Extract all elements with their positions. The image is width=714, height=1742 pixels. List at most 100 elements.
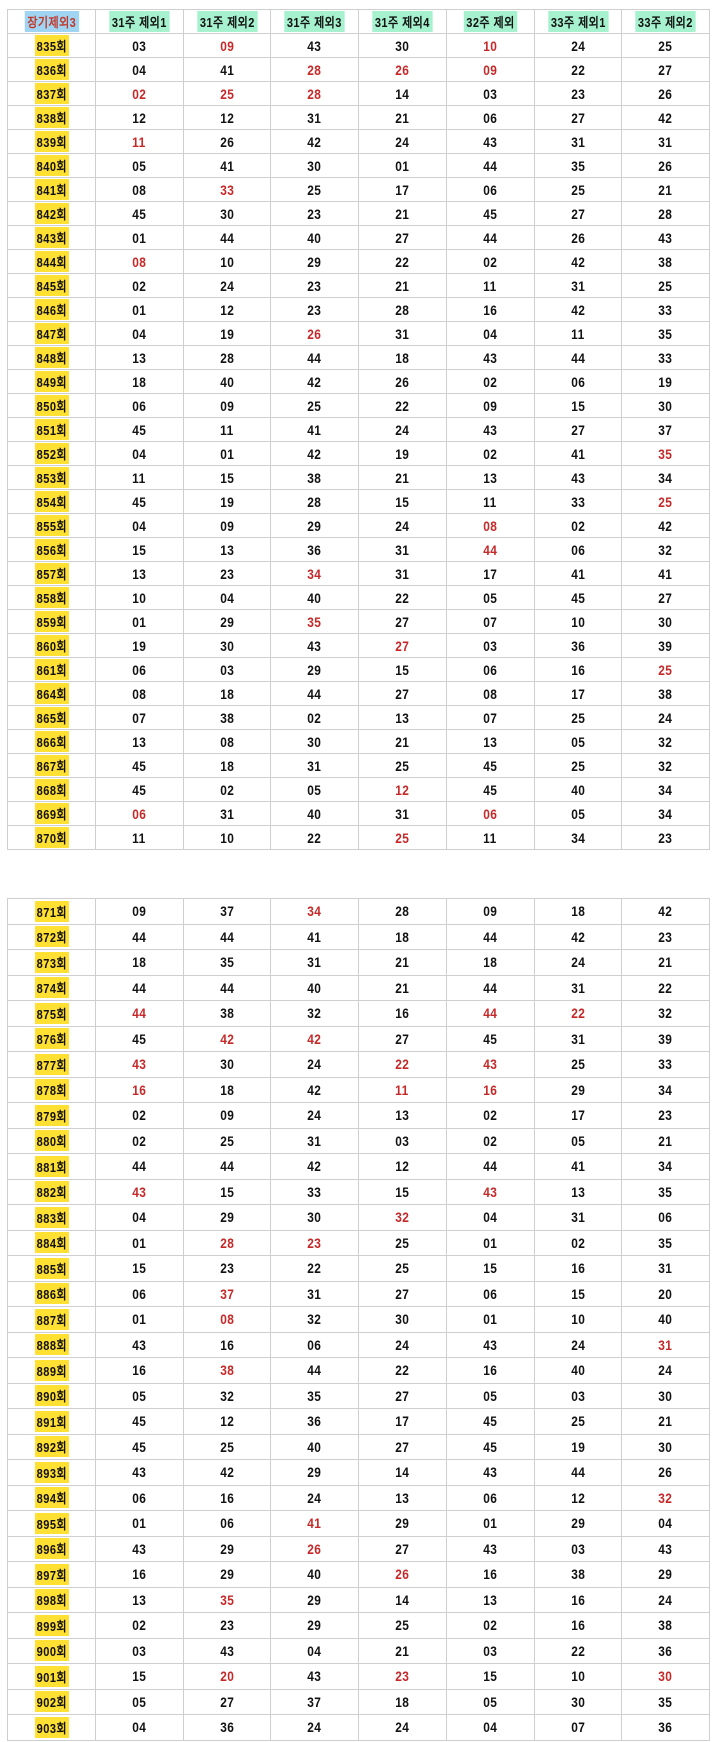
number-cell: 35: [533, 153, 623, 178]
number: 22: [658, 979, 673, 996]
number-cell: 24: [358, 417, 447, 442]
number-cell: 29: [533, 1510, 623, 1537]
header-label: 33주 제외2: [635, 11, 696, 32]
number-cell: 09: [182, 33, 272, 58]
header-label: 31주 제외1: [109, 11, 170, 32]
number: 29: [219, 613, 234, 630]
number-cell: 44: [94, 1153, 184, 1180]
number: 13: [132, 349, 147, 366]
round-cell: 885회: [7, 1255, 96, 1282]
round-label: 861회: [34, 659, 69, 680]
round-cell: 866회: [7, 729, 96, 754]
number: 17: [395, 181, 410, 198]
round-cell: 847회: [7, 321, 96, 346]
table-row: 835회 03 09 43 30 10 24 25: [7, 33, 710, 58]
table-row: 892회 45 25 40 27 45 19 30: [7, 1433, 710, 1460]
number: 25: [307, 181, 322, 198]
table-row: 852회 04 01 42 19 02 41 35: [7, 441, 710, 466]
number-cell: 32: [182, 1382, 272, 1409]
number: 24: [307, 1107, 322, 1124]
number: 40: [307, 1438, 322, 1455]
number-cell: 28: [270, 81, 359, 106]
round-label: 890회: [34, 1385, 69, 1407]
number-cell: 01: [94, 297, 184, 322]
number-cell: 03: [94, 33, 184, 58]
highlighted-number: 11: [395, 1081, 410, 1098]
number: 03: [395, 1132, 410, 1149]
number-cell: 17: [533, 681, 623, 706]
number: 34: [658, 469, 673, 486]
round-label: 879회: [34, 1104, 69, 1126]
number-cell: 38: [270, 465, 359, 490]
round-label: 903회: [34, 1716, 69, 1738]
round-cell: 879회: [7, 1102, 96, 1129]
round-label: 835회: [34, 35, 69, 56]
number: 23: [658, 928, 673, 945]
table-row: 903회 04 36 24 24 04 07 36: [7, 1714, 710, 1741]
number-cell: 42: [533, 923, 623, 950]
round-cell: 878회: [7, 1076, 96, 1103]
number-cell: 03: [533, 1382, 623, 1409]
highlighted-number: 26: [395, 1566, 410, 1583]
number-cell: 35: [621, 441, 710, 466]
number-cell: 06: [94, 1484, 184, 1511]
number-cell: 03: [533, 1535, 623, 1562]
number: 45: [483, 205, 498, 222]
number: 27: [395, 685, 410, 702]
number-cell: 05: [533, 1127, 623, 1154]
table-row: 871회 09 37 34 28 09 18 42: [7, 898, 710, 925]
number-cell: 11: [182, 417, 272, 442]
number: 41: [307, 928, 322, 945]
number: 04: [307, 1642, 322, 1659]
number-cell: 41: [533, 441, 623, 466]
header-label: 장기제외3: [24, 11, 79, 32]
number-cell: 44: [182, 1153, 272, 1180]
number: 09: [483, 397, 498, 414]
round-cell: 846회: [7, 297, 96, 322]
number: 26: [395, 373, 410, 390]
number: 02: [219, 781, 234, 798]
number-cell: 23: [621, 923, 710, 950]
number: 44: [132, 1158, 147, 1175]
number-cell: 34: [621, 777, 710, 802]
number-cell: 28: [358, 297, 447, 322]
number-cell: 23: [270, 297, 359, 322]
number: 38: [658, 1617, 673, 1634]
number: 31: [307, 109, 322, 126]
number-cell: 31: [270, 1280, 359, 1307]
number-cell: 42: [621, 898, 710, 925]
number: 12: [570, 1489, 585, 1506]
header-cell: 31주 제외3: [270, 9, 359, 34]
round-label: 857회: [34, 563, 69, 584]
number-cell: 41: [533, 1153, 623, 1180]
number: 23: [307, 277, 322, 294]
number: 24: [658, 1362, 673, 1379]
number: 25: [395, 1234, 410, 1251]
number: 06: [132, 661, 147, 678]
number: 04: [132, 61, 147, 78]
highlighted-number: 09: [219, 37, 234, 54]
number: 29: [570, 1081, 585, 1098]
number: 06: [132, 1489, 147, 1506]
number-cell: 18: [358, 345, 447, 370]
table-row: 889회 16 38 44 22 16 40 24: [7, 1357, 710, 1384]
number: 30: [307, 157, 322, 174]
number-cell: 11: [445, 273, 535, 298]
number: 31: [307, 757, 322, 774]
number: 44: [219, 928, 234, 945]
number: 40: [307, 979, 322, 996]
number-cell: 19: [182, 489, 272, 514]
round-label: 894회: [34, 1487, 69, 1509]
highlighted-number: 43: [483, 1056, 498, 1073]
number-cell: 06: [270, 1331, 359, 1358]
number: 30: [658, 613, 673, 630]
number: 01: [132, 1515, 147, 1532]
number: 05: [132, 1387, 147, 1404]
number: 06: [132, 1285, 147, 1302]
number: 42: [570, 301, 585, 318]
number-cell: 19: [182, 321, 272, 346]
number-cell: 26: [358, 57, 447, 82]
number-cell: 25: [533, 753, 623, 778]
number-cell: 44: [270, 1357, 359, 1384]
number: 11: [220, 421, 234, 438]
